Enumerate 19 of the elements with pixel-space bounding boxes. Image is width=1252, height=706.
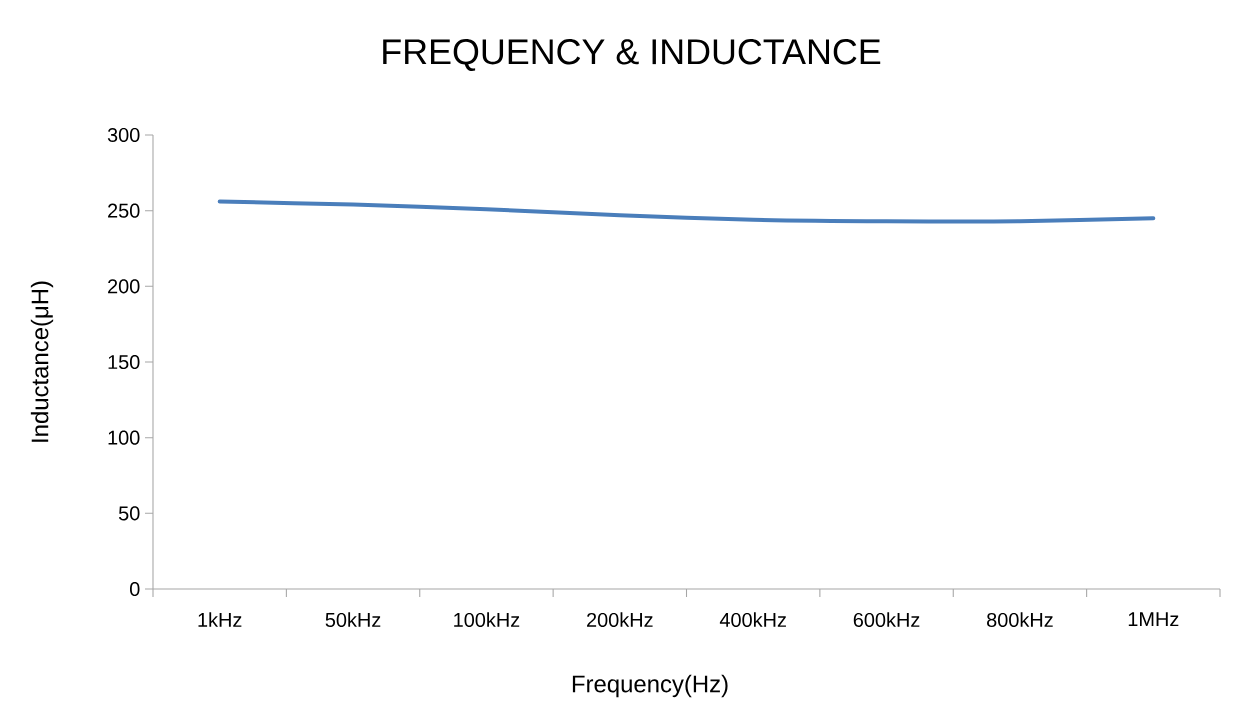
x-tick-label: 600kHz	[853, 612, 920, 627]
line-series	[217, 199, 1156, 224]
x-tick-label: 800kHz	[987, 612, 1053, 627]
x-tick-label: 400kHz	[719, 612, 786, 627]
y-tick-label: 200	[108, 279, 140, 294]
y-tick-label: 150	[108, 354, 140, 370]
x-tick-label: 1MHz	[1128, 612, 1179, 627]
x-tick-label: 50kHz	[325, 612, 381, 627]
y-tick-label: 100	[108, 430, 140, 445]
chart-title: FREQUENCY & INDUCTANCE	[383, 39, 881, 71]
x-tick-label: 200kHz	[587, 612, 653, 627]
y-tick-label: 50	[118, 506, 140, 521]
y-tick-label: 0	[130, 581, 140, 597]
x-tick-label: 100kHz	[454, 612, 520, 627]
y-tick-label: 300	[107, 127, 140, 143]
x-tick-label: 1kHz	[198, 612, 242, 627]
y-axis-title: Inductance(μH)	[30, 281, 54, 442]
y-tick-label: 250	[108, 203, 140, 218]
x-axis-title: Frequency(Hz)	[572, 674, 728, 698]
